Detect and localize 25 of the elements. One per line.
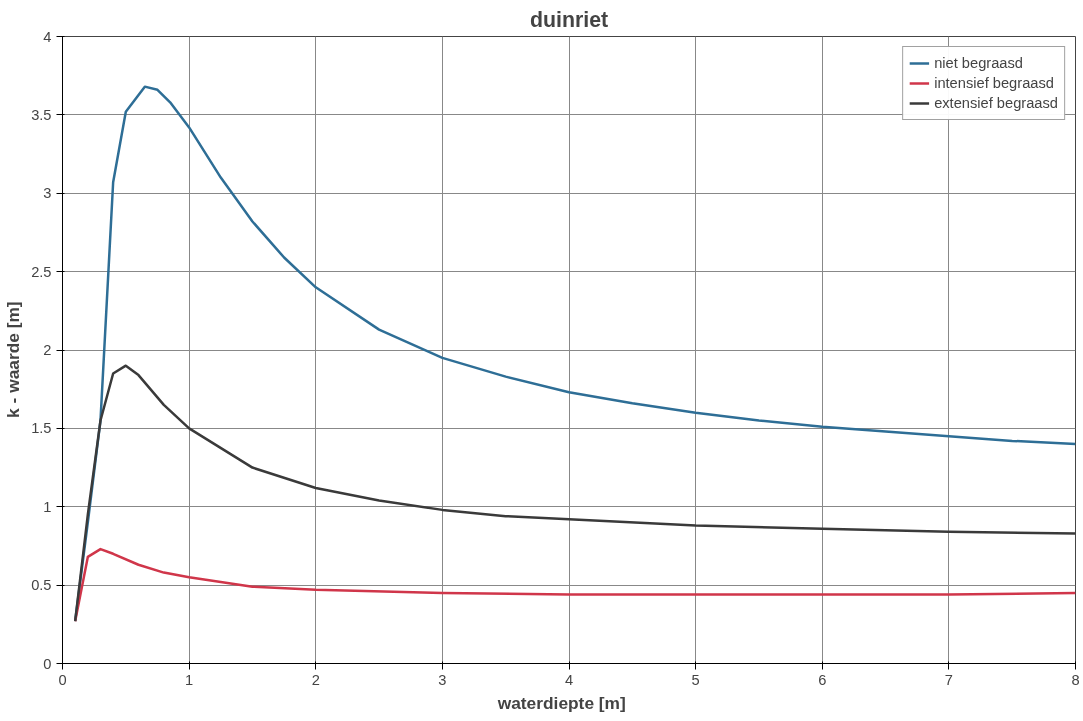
x-tick-label: 6 (818, 671, 827, 688)
x-tick-label: 8 (1071, 671, 1080, 688)
y-tick-label: 0.5 (31, 577, 52, 594)
x-tick-label: 7 (944, 671, 953, 688)
chart-title: duinriet (529, 7, 609, 32)
y-tick-label: 1 (43, 498, 52, 515)
y-tick-label: 4 (43, 28, 52, 45)
line-series (73, 547, 1076, 623)
y-tick-label: 3.5 (31, 106, 52, 123)
x-tick-label: 5 (691, 671, 700, 688)
x-axis-title: waterdiepte [m] (496, 692, 626, 713)
x-tick-label: 2 (311, 671, 320, 688)
y-tick-label: 1.5 (31, 420, 52, 437)
y-tick-label: 2 (43, 342, 52, 358)
x-tick-label: 3 (438, 671, 447, 688)
y-tick-label: 0 (43, 655, 52, 672)
y-tick-label: 3 (43, 185, 52, 202)
legend-label: intensief begraasd (934, 75, 1054, 91)
y-axis-title: k - waarde [m] (3, 301, 24, 418)
legend-label: niet begraasd (934, 55, 1023, 71)
x-tick-label: 0 (58, 671, 67, 688)
x-tick-label: 1 (185, 671, 194, 688)
legend-label: extensief begraasd (934, 95, 1058, 111)
x-tick-label: 4 (564, 671, 574, 688)
y-tick-label: 2.5 (31, 263, 52, 280)
